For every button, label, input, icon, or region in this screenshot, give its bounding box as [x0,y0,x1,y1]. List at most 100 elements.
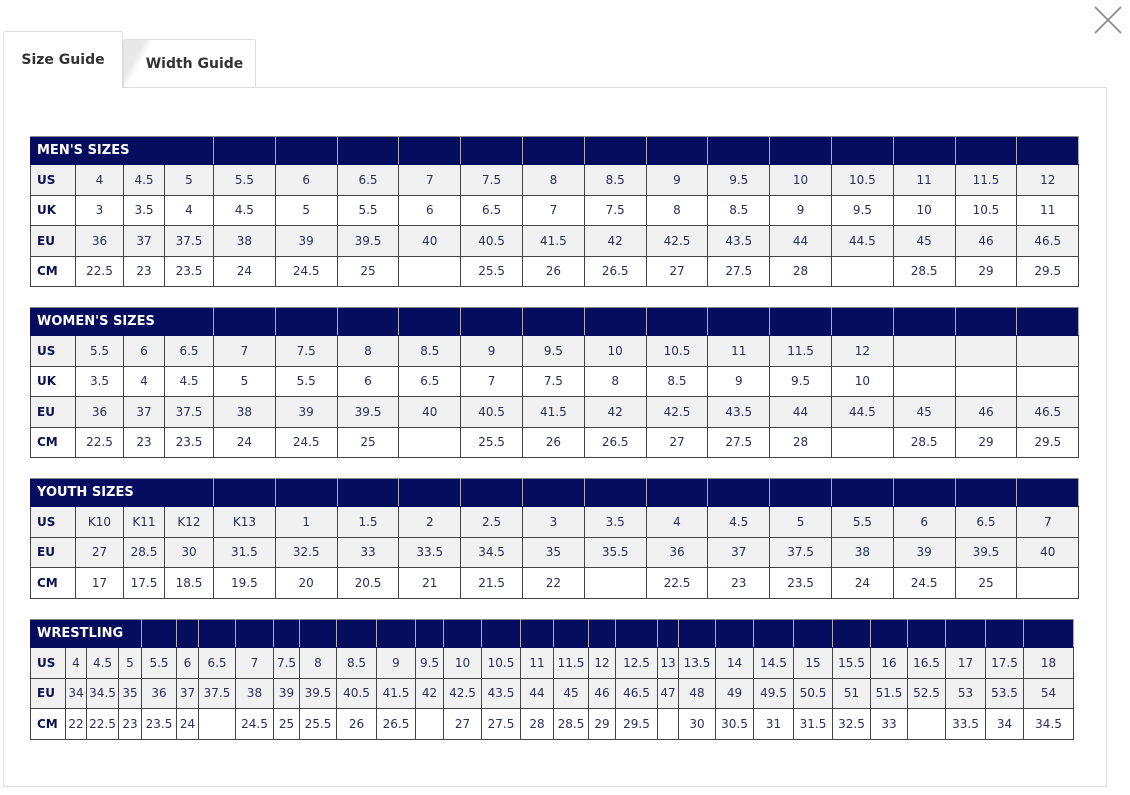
size-cell: 24 [213,426,276,458]
size-cell: 46 [954,225,1018,257]
header-cell [336,619,377,648]
size-cell: 14.5 [753,647,794,679]
header-cell [588,619,616,648]
size-cell: 35 [521,536,585,568]
size-cell: 37 [123,396,165,428]
size-cell: 26 [336,708,377,740]
header-cell [521,136,585,165]
size-cell: 10 [830,365,894,397]
size-cell: 37 [707,536,771,568]
header-cell [376,619,416,648]
size-cell: 47 [657,677,679,709]
size-cell: 10.5 [830,164,894,196]
size-cell: 6.5 [198,647,236,679]
size-cell: 39 [273,677,300,709]
header-cell [1016,136,1080,165]
size-cell: 25 [336,255,400,287]
size-cell: 37.5 [164,396,214,428]
size-cell [198,708,236,740]
size-cell: 8 [336,335,400,367]
table-title: WRESTLING [30,619,142,648]
size-cell: 20 [274,567,338,599]
size-cell: 6 [892,506,956,538]
size-cell: 10 [769,164,832,196]
header-cell [985,619,1024,648]
size-cell: 26.5 [376,708,416,740]
header-cell [907,619,946,648]
header-cell [892,307,956,336]
size-cell [907,708,946,740]
table-row-uk: UK 3.5 4 4.5 5 5.5 6 6.5 7 7.5 8 8.5 9 9.5 10 [30,365,1080,397]
size-cell: 25.5 [299,708,337,740]
table-row-us: US 4 4.5 5 5.5 6 6.5 7 7.5 8 8.5 9 9.5 10 10.5 11 11.5 12 [30,164,1080,196]
size-cell: 35 [118,677,142,709]
size-cell: 7 [213,335,276,367]
tab-size-guide[interactable]: Size Guide [3,31,123,88]
size-cell: 5 [274,194,338,226]
size-cell: 22 [65,708,87,740]
size-cell: 39.5 [954,536,1018,568]
header-cell [892,136,956,165]
size-cell: 26.5 [583,255,647,287]
size-cell: 11 [892,164,956,196]
size-cell: 42.5 [443,677,482,709]
header-cell [832,619,871,648]
header-cell [274,478,338,507]
wrestling-table: WRESTLING US 4 4.5 5 5.5 6 6.5 7 7.5 8 8.5 9 9.5 10 10.… [30,619,1074,740]
size-cell: 1 [274,506,338,538]
size-cell: 27.5 [707,426,771,458]
size-cell: 4.5 [213,194,276,226]
size-cell: 22.5 [645,567,709,599]
header-cell [769,136,832,165]
size-cell: 23.5 [141,708,177,740]
table-row-us: US 4 4.5 5 5.5 6 6.5 7 7.5 8 8.5 9 9.5 10 10.5 11 11.5 12… [30,647,1074,679]
size-cell: 8.5 [398,335,462,367]
table-row-eu: EU 27 28.5 30 31.5 32.5 33 33.5 34.5 35 35.5 36 37 37… [30,536,1080,568]
size-cell: 24.5 [274,255,338,287]
size-cell: 36 [141,677,177,709]
header-cell [583,136,647,165]
header-cell [198,619,236,648]
size-cell: 6 [336,365,400,397]
size-cell: 31.5 [793,708,833,740]
size-cell: 11.5 [553,647,589,679]
header-cell [830,136,894,165]
header-cell [892,478,956,507]
size-cell: 25 [336,426,400,458]
size-cell: 10.5 [645,335,709,367]
header-cell [336,478,400,507]
row-label: US [30,647,66,679]
size-cell: 33 [870,708,908,740]
size-cell: 41.5 [376,677,416,709]
size-cell: 24 [176,708,199,740]
table-header-row: WOMEN'S SIZES [30,307,1080,336]
size-cell: 46.5 [615,677,658,709]
size-cell: 14 [715,647,754,679]
size-cell [1016,365,1080,397]
header-cell [583,307,647,336]
header-cell [954,136,1018,165]
size-cell: 45 [553,677,589,709]
size-cell: 29.5 [1016,255,1080,287]
size-cell: 6 [123,335,165,367]
size-cell: 29.5 [1016,426,1080,458]
close-button[interactable] [1092,4,1124,36]
header-cell [769,307,832,336]
size-cell: 10 [583,335,647,367]
size-cell: 33.5 [945,708,986,740]
size-cell: 7.5 [583,194,647,226]
size-cell: 44 [520,677,554,709]
size-cell: 5.5 [75,335,124,367]
header-cell [176,619,199,648]
header-cell [274,307,338,336]
row-label: CM [30,708,66,740]
size-cell: 40 [398,225,462,257]
size-cell: 6.5 [954,506,1018,538]
header-cell [273,619,300,648]
tab-label: Width Guide [145,56,244,72]
size-cell [892,335,956,367]
tab-width-guide[interactable]: Width Guide [123,39,256,88]
header-cell [274,136,338,165]
size-cell: 30 [164,536,214,568]
size-cell: 3.5 [583,506,647,538]
